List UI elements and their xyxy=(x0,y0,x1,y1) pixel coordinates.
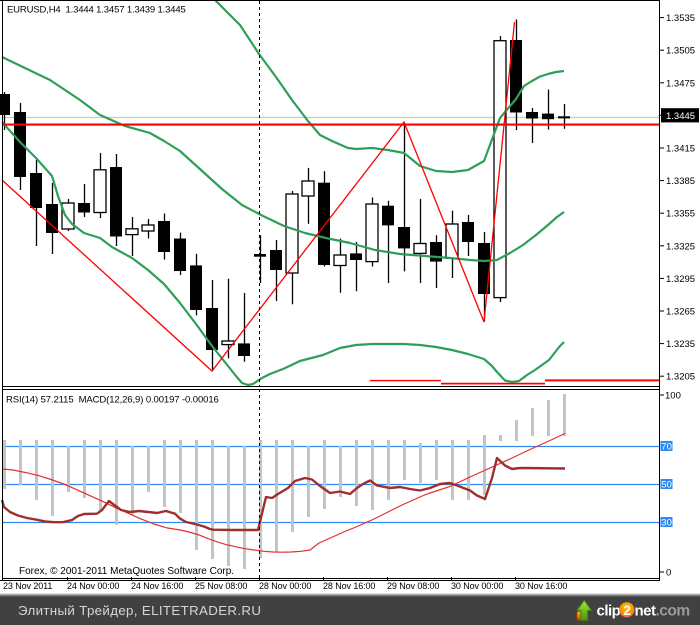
svg-text:1.3535: 1.3535 xyxy=(666,13,695,24)
svg-text:clip: clip xyxy=(597,603,621,620)
svg-text:Элитный Трейдер, ELITETRADER.R: Элитный Трейдер, ELITETRADER.RU xyxy=(18,603,261,618)
svg-text:30 Nov 16:00: 30 Nov 16:00 xyxy=(515,581,567,591)
svg-text:25 Nov 08:00: 25 Nov 08:00 xyxy=(195,581,247,591)
svg-text:2: 2 xyxy=(623,602,631,618)
svg-text:1.3205: 1.3205 xyxy=(666,372,695,383)
svg-text:30 Nov 00:00: 30 Nov 00:00 xyxy=(451,581,503,591)
svg-text:1.3265: 1.3265 xyxy=(666,307,695,318)
svg-text:1.3385: 1.3385 xyxy=(666,176,695,187)
svg-text:28 Nov 16:00: 28 Nov 16:00 xyxy=(323,581,375,591)
svg-text:1.3475: 1.3475 xyxy=(666,78,695,89)
svg-text:24 Nov 16:00: 24 Nov 16:00 xyxy=(131,581,183,591)
svg-text:RSI(14) 57.2115 MACD(12,26,9): RSI(14) 57.2115 MACD(12,26,9) 0.00197 -0… xyxy=(6,395,219,406)
svg-text:1.3235: 1.3235 xyxy=(666,339,695,350)
svg-text:29 Nov 08:00: 29 Nov 08:00 xyxy=(387,581,439,591)
svg-text:net: net xyxy=(635,603,657,620)
svg-text:0: 0 xyxy=(666,567,671,578)
svg-text:50: 50 xyxy=(661,480,672,491)
svg-text:1.3505: 1.3505 xyxy=(666,46,695,57)
svg-text:1.3415: 1.3415 xyxy=(666,144,695,155)
svg-text:1.3445: 1.3445 xyxy=(666,111,695,122)
svg-text:1.3355: 1.3355 xyxy=(666,209,695,220)
svg-text:.com: .com xyxy=(656,603,690,620)
svg-text:1.3295: 1.3295 xyxy=(666,274,695,285)
svg-text:28 Nov 00:00: 28 Nov 00:00 xyxy=(259,581,311,591)
svg-text:23 Nov 2011: 23 Nov 2011 xyxy=(3,581,52,591)
svg-text:EURUSD,H4 1.3444 1.3457 1.343: EURUSD,H4 1.3444 1.3457 1.3439 1.3445 xyxy=(7,4,186,15)
svg-text:Forex, © 2001-2011 MetaQuotes: Forex, © 2001-2011 MetaQuotes Software C… xyxy=(19,566,234,577)
svg-text:100: 100 xyxy=(665,390,681,401)
svg-text:70: 70 xyxy=(661,442,672,453)
svg-text:30: 30 xyxy=(661,518,672,529)
svg-text:1.3325: 1.3325 xyxy=(666,241,695,252)
svg-text:24 Nov 00:00: 24 Nov 00:00 xyxy=(67,581,119,591)
